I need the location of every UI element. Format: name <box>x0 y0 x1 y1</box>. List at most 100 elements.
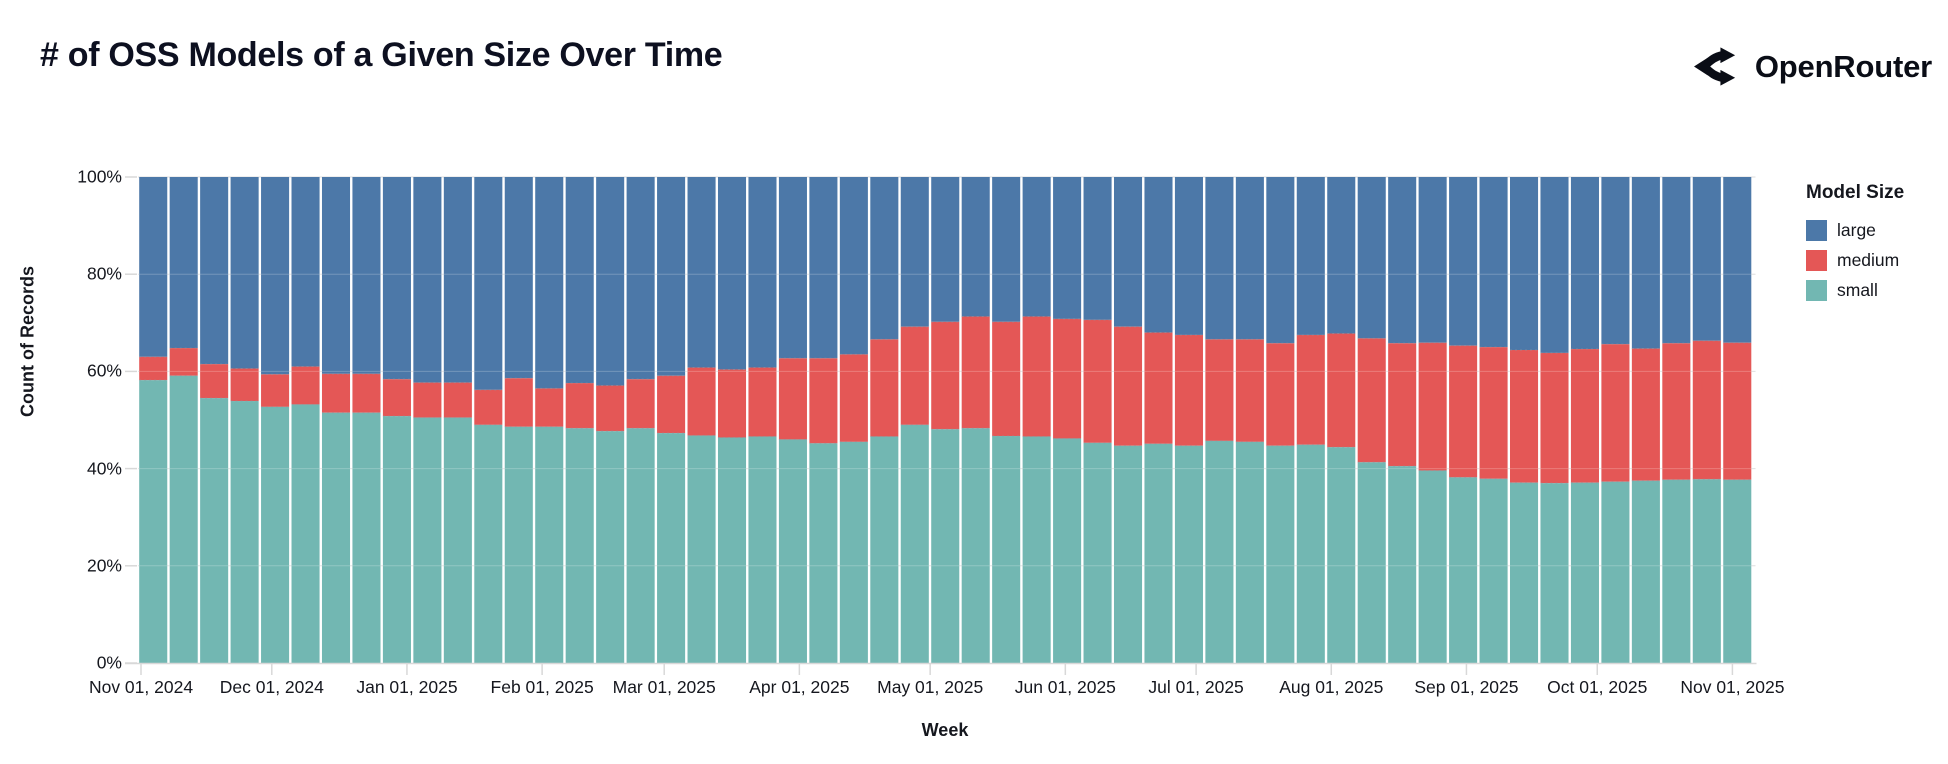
bar-segment-small <box>1053 438 1082 663</box>
bar-segment-large <box>535 177 564 389</box>
bar-segment-medium <box>230 368 259 402</box>
bar-segment-medium <box>1083 319 1112 443</box>
bar-segment-small <box>1357 462 1386 663</box>
legend-label-small: small <box>1837 280 1878 300</box>
legend-swatch-large <box>1806 220 1827 241</box>
bar-segment-medium <box>1235 339 1264 442</box>
bar-segment-medium <box>1266 343 1295 446</box>
legend-swatch-small <box>1806 280 1827 301</box>
bar-segment-medium <box>139 356 168 381</box>
bar-segment-medium <box>596 385 625 432</box>
brand-name: OpenRouter <box>1754 48 1932 84</box>
bar-segment-medium <box>1601 344 1630 482</box>
bar-segment-small <box>809 443 838 663</box>
bar-segment-medium <box>1449 345 1478 478</box>
bar-segment-large <box>1692 177 1721 341</box>
bar-segment-small <box>778 439 807 663</box>
bar-segment-large <box>1723 177 1752 343</box>
bar-segment-medium <box>1053 318 1082 439</box>
bar-segment-large <box>809 177 838 359</box>
bar-segment-medium <box>565 383 594 429</box>
bar-segment-small <box>413 417 442 663</box>
legend: Model Size large medium small <box>1806 182 1946 310</box>
bar-segment-small <box>565 428 594 663</box>
bar-segment-large <box>1235 177 1264 340</box>
bar-segment-large <box>931 177 960 322</box>
legend-label-large: large <box>1837 220 1876 240</box>
bar-segment-medium <box>1418 342 1447 471</box>
bar-segment-large <box>900 177 929 327</box>
bar-segment-large <box>1296 177 1325 335</box>
bar-segment-large <box>992 177 1021 322</box>
legend-item-large: large <box>1806 220 1946 241</box>
bar-segment-medium <box>1662 343 1691 480</box>
bar-segment-medium <box>1723 342 1752 480</box>
bar-segment-small <box>900 424 929 663</box>
bar-segment-small <box>1479 478 1508 663</box>
bar-segment-medium <box>1174 334 1203 446</box>
bar-segment-large <box>961 177 990 317</box>
bar-segment-small <box>535 426 564 663</box>
x-tick-label: Nov 01, 2024 <box>88 677 194 697</box>
bar-segment-small <box>321 412 351 663</box>
bar-segment-small <box>230 401 259 663</box>
bar-segment-large <box>1174 177 1203 335</box>
bar-segment-large <box>321 177 351 374</box>
x-tick-label: Nov 01, 2025 <box>1680 677 1785 697</box>
bar-segment-large <box>596 177 625 386</box>
bar-segment-small <box>626 428 655 663</box>
x-tick-label: May 01, 2025 <box>877 677 984 697</box>
bar-segment-medium <box>474 389 503 425</box>
bar-segment-large <box>1479 177 1508 348</box>
bar-segment-large <box>1540 177 1569 353</box>
x-tick-label: Dec 01, 2024 <box>219 677 324 697</box>
bar-segment-large <box>230 177 259 369</box>
x-tick-label: Apr 01, 2025 <box>749 677 850 697</box>
bar-segment-large <box>413 177 442 383</box>
bar-segment-small <box>200 398 229 663</box>
bar-segment-medium <box>626 379 655 429</box>
bar-segment-medium <box>1296 334 1325 445</box>
bar-segment-large <box>565 177 594 384</box>
bar-segment-medium <box>809 358 838 444</box>
bar-segment-large <box>352 177 381 374</box>
bar-segment-large <box>1510 177 1539 351</box>
bar-segment-small <box>1174 445 1203 663</box>
bar-segment-large <box>778 177 807 359</box>
bar-segment-small <box>992 436 1021 663</box>
bar-segment-large <box>261 177 290 375</box>
bar-segment-small <box>1570 482 1599 663</box>
bar-segment-small <box>169 375 198 663</box>
bar-segment-large <box>139 177 168 357</box>
bar-segment-medium <box>291 366 320 405</box>
bar-segment-medium <box>839 354 868 442</box>
bar-segment-small <box>1205 440 1234 663</box>
bar-segment-small <box>1418 470 1447 663</box>
bar-segment-large <box>1631 177 1660 349</box>
bar-segment-large <box>1113 177 1143 327</box>
bar-segment-medium <box>1631 348 1660 481</box>
y-tick-label: 0% <box>96 652 122 673</box>
bar-segment-large <box>1662 177 1691 344</box>
bar-segment-medium <box>169 348 198 376</box>
bar-segment-small <box>1235 441 1264 663</box>
bar-segment-small <box>1022 436 1051 663</box>
bar-segment-medium <box>1388 343 1417 467</box>
bar-segment-large <box>1053 177 1082 319</box>
bar-segment-small <box>139 380 168 663</box>
bar-segment-medium <box>1113 326 1143 446</box>
bar-segment-medium <box>504 378 533 427</box>
bar-segment-medium <box>778 358 807 440</box>
bar-segment-small <box>261 406 290 663</box>
bar-segment-medium <box>1570 349 1599 483</box>
bar-segment-medium <box>1692 340 1721 480</box>
bar-segment-small <box>748 436 777 663</box>
x-tick-label: Sep 01, 2025 <box>1414 677 1519 697</box>
bar-segment-small <box>1266 445 1295 663</box>
x-tick-label: Jan 01, 2025 <box>356 677 458 697</box>
bar-segment-large <box>687 177 716 368</box>
bar-segment-small <box>1449 477 1478 663</box>
bar-segment-small <box>382 416 411 663</box>
